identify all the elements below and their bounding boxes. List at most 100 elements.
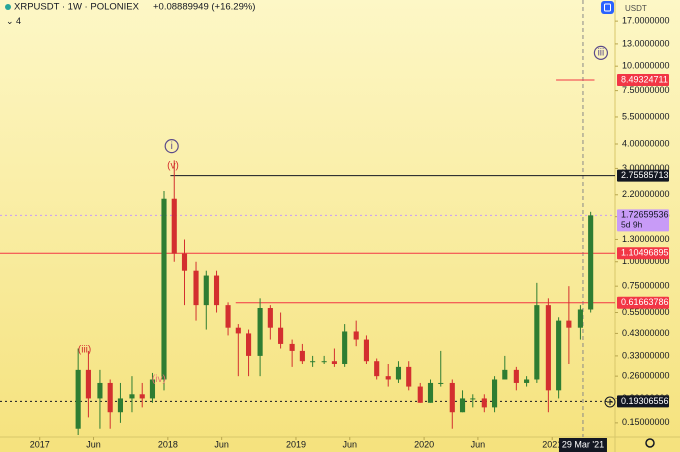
wave-label: i xyxy=(171,141,173,152)
candle-body xyxy=(566,320,572,328)
candle-body xyxy=(257,308,263,356)
candle-body xyxy=(299,350,305,362)
y-tick-label: 13.0000000 xyxy=(622,38,670,48)
price-label-box xyxy=(617,247,669,260)
candle-body xyxy=(556,320,562,391)
candle-body xyxy=(171,198,177,254)
scale-icon xyxy=(604,3,611,12)
candle-body xyxy=(289,343,295,351)
candle-body xyxy=(385,376,391,380)
wave-label: (v) xyxy=(167,160,179,171)
y-tick-label: 0.43000000 xyxy=(622,328,670,338)
price-label-box xyxy=(617,74,669,87)
candle-body xyxy=(181,253,188,271)
candle-body xyxy=(225,305,231,328)
currency: USDT xyxy=(625,4,647,13)
candle-body xyxy=(107,382,113,413)
candle-body xyxy=(438,382,444,384)
price-label: 0.61663786 xyxy=(621,297,669,307)
candle-body xyxy=(492,379,498,408)
y-tick-label: 0.15000000 xyxy=(622,417,670,427)
wave-label: (iii) xyxy=(78,344,91,355)
count: 4 xyxy=(16,16,21,26)
price-label-box xyxy=(617,169,669,182)
crosshair-label: 29 Mar '21 xyxy=(562,439,604,449)
x-tick-label: 2019 xyxy=(286,439,306,449)
y-tick-label: 10.0000000 xyxy=(622,61,670,71)
candle-body xyxy=(406,366,412,387)
y-tick-label: 4.00000000 xyxy=(622,138,670,148)
candle-body xyxy=(117,398,123,413)
candle-body xyxy=(502,369,508,380)
x-tick-label: Jun xyxy=(471,439,486,449)
candle-body xyxy=(97,382,103,399)
candle-body xyxy=(534,305,540,380)
candle-body xyxy=(363,339,369,362)
candle-body xyxy=(417,386,423,403)
candle-body xyxy=(278,327,284,344)
add-button[interactable] xyxy=(604,396,616,408)
candle-body xyxy=(129,394,135,399)
plot: i (v) (iii) (iv) iii xyxy=(0,0,615,437)
y-tick-label: 0.26000000 xyxy=(622,371,670,381)
candle-body xyxy=(85,369,91,399)
x-tick-label: Jun xyxy=(214,439,229,449)
candle-body xyxy=(161,198,167,380)
candle-body xyxy=(374,361,380,377)
status-dot xyxy=(5,4,11,10)
candle-body xyxy=(310,361,316,363)
candle-body xyxy=(449,382,455,413)
settings-button[interactable] xyxy=(645,438,655,448)
price-label: 1.10496895 xyxy=(621,248,669,258)
scale-button[interactable] xyxy=(601,1,614,14)
candle-body xyxy=(459,398,466,413)
y-tick-label: 5.50000000 xyxy=(622,111,670,121)
price-label: 1.72659536 xyxy=(621,210,669,220)
indicator-count: ⌄ 4 xyxy=(6,16,21,26)
y-tick-label: 3.00000000 xyxy=(622,163,670,173)
wave-circle xyxy=(593,45,609,60)
candle-body xyxy=(213,275,220,306)
candle-body xyxy=(331,361,337,364)
x-tick-label: Jun xyxy=(343,439,358,449)
x-tick-label: 2018 xyxy=(158,439,178,449)
price-label-box xyxy=(617,209,669,232)
add-icon xyxy=(607,399,613,405)
price-change: +0.08889949 (+16.29%) xyxy=(153,2,255,13)
candle-body xyxy=(75,369,81,429)
wave-circle xyxy=(164,139,179,154)
candle-body xyxy=(193,270,199,306)
wave-label: iii xyxy=(598,47,605,58)
candle-body xyxy=(545,305,551,391)
x-tick-label: Jun xyxy=(86,439,101,449)
price-label-box xyxy=(617,395,669,408)
wave-label: (iv) xyxy=(152,374,166,385)
candle-body xyxy=(513,369,519,383)
candle-body xyxy=(395,366,402,380)
candle-body xyxy=(470,398,476,400)
price-label: 0.19306556 xyxy=(621,396,669,406)
y-tick-label: 7.50000000 xyxy=(622,85,670,95)
candle-body xyxy=(577,309,583,328)
x-tick-label: 2017 xyxy=(30,439,50,449)
y-tick-label: 1.00000000 xyxy=(622,256,670,266)
price-label: 8.49324711 xyxy=(621,74,668,84)
crosshair-label-box xyxy=(558,438,607,452)
candle-body xyxy=(524,379,530,383)
countdown-label: 5d 9h xyxy=(621,220,643,230)
candle-body xyxy=(203,275,209,306)
chevron: ⌄ xyxy=(6,16,16,26)
y-tick-label: 0.33000000 xyxy=(622,350,670,360)
candle-body xyxy=(139,394,145,399)
price-label: 2.75585713 xyxy=(621,170,669,180)
price-label-box xyxy=(617,296,669,309)
y-tick-label: 17.0000000 xyxy=(622,15,670,25)
x-tick-label: 2020 xyxy=(414,439,434,449)
chart-title: XRPUSDT · 1W · POLONIEX xyxy=(14,2,140,13)
candle-body xyxy=(246,333,252,356)
candle-body xyxy=(321,361,327,363)
y-tick-label: 2.20000000 xyxy=(622,189,670,199)
y-tick-label: 1.30000000 xyxy=(622,234,670,244)
candle-body xyxy=(149,379,156,399)
